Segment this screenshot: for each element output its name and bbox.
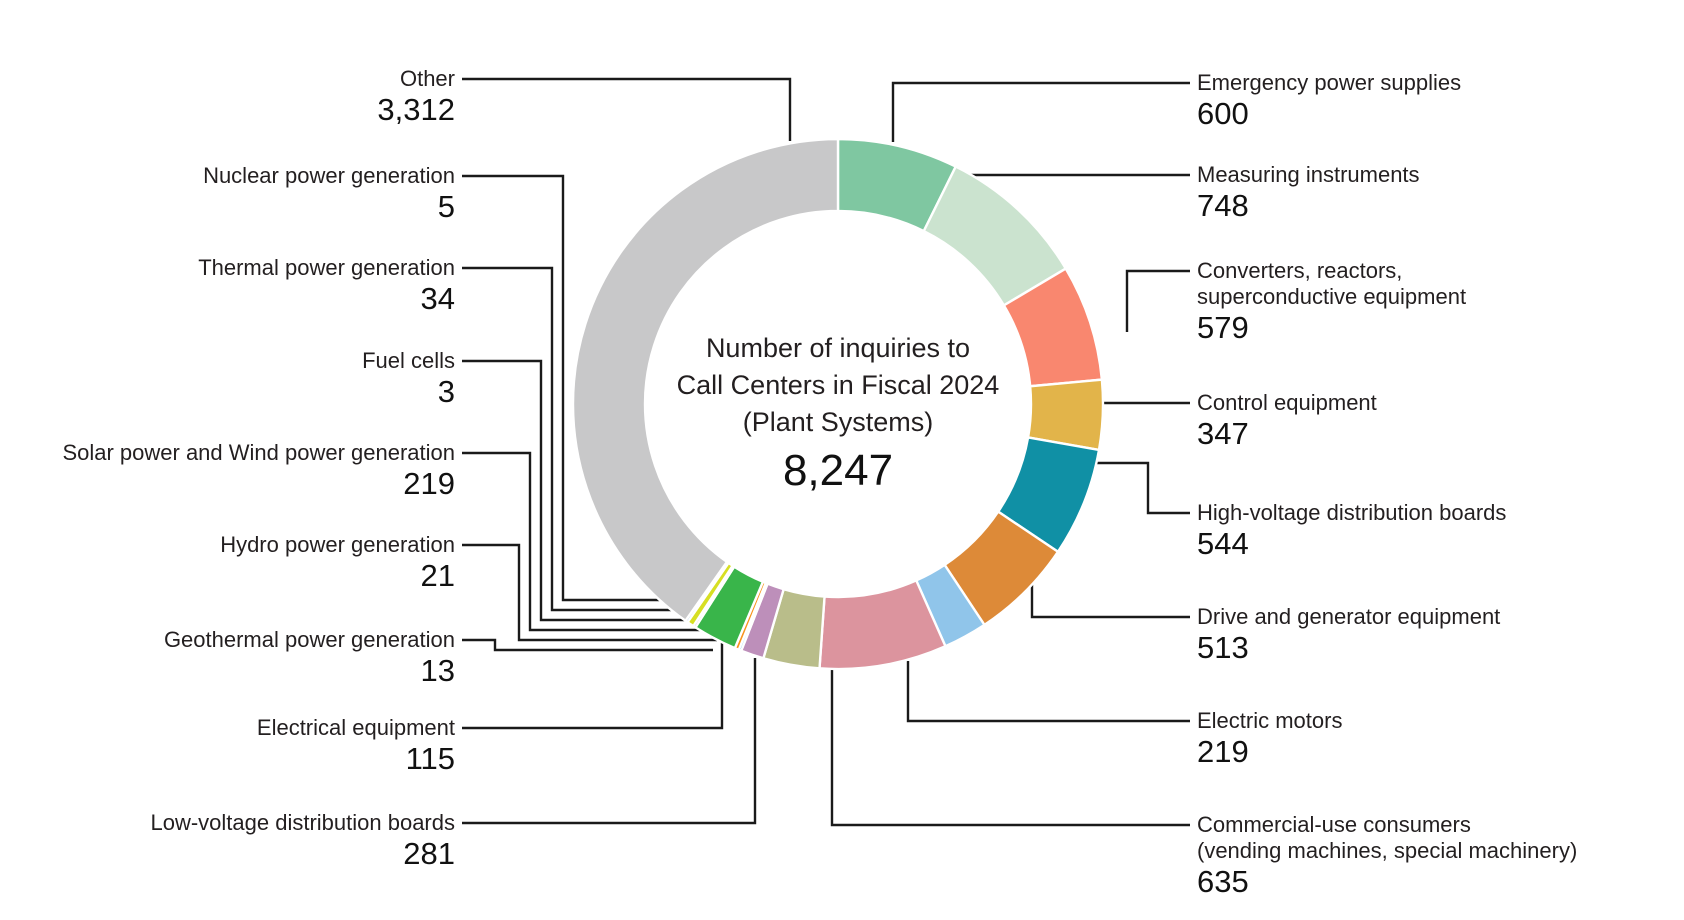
leader-line-low_voltage — [462, 658, 757, 825]
leader-line-commercial — [830, 670, 1190, 827]
label-block-solar_wind: Solar power and Wind power generation 219 — [0, 440, 455, 502]
label-value-control: 347 — [1197, 416, 1249, 451]
leader-line-other — [462, 77, 792, 141]
label-block-thermal: Thermal power generation 34 — [0, 255, 455, 317]
leader-line-nuclear — [462, 174, 662, 602]
label-block-geothermal: Geothermal power generation 13 — [0, 627, 455, 689]
leader-line-thermal — [462, 266, 673, 612]
leader-line-emergency — [891, 81, 1190, 142]
leader-line-fuel_cells — [462, 359, 686, 622]
label-text-electrical: Electrical equipment — [256, 715, 455, 740]
label-text-solar_wind: Solar power and Wind power generation — [62, 440, 455, 465]
label-text-converters-line-1: Converters, reactors, — [1197, 258, 1403, 283]
segment-other — [571, 137, 840, 622]
label-value-nuclear: 5 — [437, 189, 455, 224]
label-block-low_voltage: Low-voltage distribution boards 281 — [0, 810, 455, 872]
label-value-fuel_cells: 3 — [437, 374, 455, 409]
label-text-high_voltage: High-voltage distribution boards — [1197, 500, 1507, 525]
label-text-fuel_cells: Fuel cells — [362, 348, 455, 373]
label-text-geothermal: Geothermal power generation — [163, 627, 455, 652]
leader-line-hydro — [462, 543, 717, 642]
chart-title-line-1: Number of inquiries to — [705, 333, 971, 363]
label-block-hydro: Hydro power generation 21 — [0, 532, 455, 594]
label-value-drive: 513 — [1197, 630, 1249, 665]
label-text-measuring: Measuring instruments — [1197, 162, 1420, 187]
label-text-other: Other — [399, 66, 455, 91]
label-value-converters: 579 — [1197, 310, 1249, 345]
label-block-emergency: Emergency power supplies 600 — [1197, 70, 1667, 132]
label-block-other: Other 3,312 — [0, 66, 455, 128]
label-block-electrical: Electrical equipment 115 — [0, 715, 455, 777]
label-block-high_voltage: High-voltage distribution boards 544 — [1197, 500, 1667, 562]
leader-line-electric_motors — [906, 661, 1190, 723]
label-text-commercial-line-2: (vending machines, special machinery) — [1197, 838, 1578, 863]
label-text-converters-line-2: superconductive equipment — [1197, 284, 1467, 309]
label-value-low_voltage: 281 — [403, 836, 455, 871]
chart-title-line-3: (Plant Systems) — [742, 407, 934, 437]
label-block-nuclear: Nuclear power generation 5 — [0, 163, 455, 225]
label-text-thermal: Thermal power generation — [198, 255, 455, 280]
label-value-electric_motors: 219 — [1197, 734, 1249, 769]
label-value-electrical: 115 — [405, 741, 455, 776]
label-text-nuclear: Nuclear power generation — [203, 163, 455, 188]
leader-line-converters — [1125, 269, 1190, 332]
label-block-measuring: Measuring instruments 748 — [1197, 162, 1667, 224]
label-block-drive: Drive and generator equipment 513 — [1197, 604, 1667, 666]
label-text-drive: Drive and generator equipment — [1197, 604, 1501, 629]
leader-line-electrical — [462, 643, 724, 730]
label-text-control: Control equipment — [1197, 390, 1377, 415]
label-block-commercial: Commercial-use consumers (vending machine… — [1197, 812, 1667, 900]
label-value-commercial: 635 — [1197, 864, 1249, 899]
label-block-control: Control equipment 347 — [1197, 390, 1667, 452]
label-value-measuring: 748 — [1197, 188, 1249, 223]
label-value-emergency: 600 — [1197, 96, 1249, 131]
chart-title-line-2: Call Centers in Fiscal 2024 — [676, 370, 1000, 400]
label-text-hydro: Hydro power generation — [220, 532, 455, 557]
leader-line-high_voltage — [1097, 461, 1190, 515]
label-value-high_voltage: 544 — [1197, 526, 1249, 561]
label-value-other: 3,312 — [377, 92, 455, 127]
label-text-emergency: Emergency power supplies — [1197, 70, 1462, 95]
leader-line-solar_wind — [462, 451, 701, 632]
label-value-hydro: 21 — [420, 558, 455, 593]
label-block-converters: Converters, reactors, superconductive equ… — [1197, 258, 1667, 346]
label-text-commercial-line-1: Commercial-use consumers — [1197, 812, 1471, 837]
label-text-low_voltage: Low-voltage distribution boards — [150, 810, 455, 835]
chart-center-text: Number of inquiries to Call Centers in F… — [638, 330, 1038, 497]
chart-total-value: 8,247 — [782, 446, 894, 495]
label-value-geothermal: 13 — [420, 653, 455, 688]
leader-line-drive — [1030, 581, 1190, 619]
leader-line-geothermal — [462, 638, 713, 652]
label-block-electric_motors: Electric motors 219 — [1197, 708, 1667, 770]
label-value-thermal: 34 — [420, 281, 455, 316]
label-text-electric_motors: Electric motors — [1197, 708, 1343, 733]
label-block-fuel_cells: Fuel cells 3 — [0, 348, 455, 410]
label-value-solar_wind: 219 — [403, 466, 455, 501]
